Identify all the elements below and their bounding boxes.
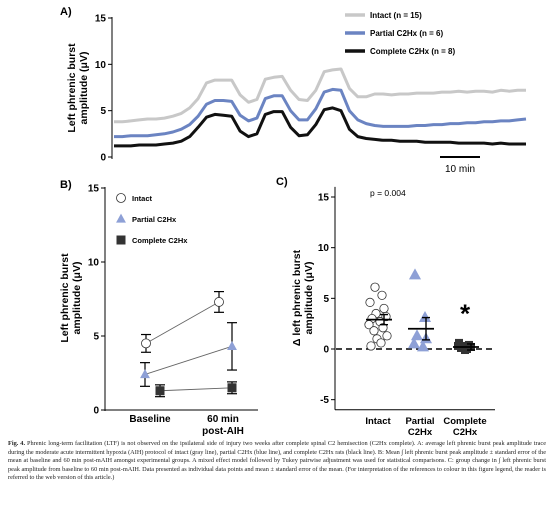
panel-b-x-tick-label: 60 min [207,414,239,425]
panel-a-y-label: Left phrenic burstamplitude (μV) [66,43,90,133]
panel-c-data-point [461,346,469,355]
panel-b-y-label-line: amplitude (μV) [71,262,83,335]
panel-b-legend-label: Intact [132,194,153,203]
panel-a-legend-label: Complete C2Hx (n = 8) [370,47,455,56]
panel-c: C) -5 0 5 10 15 Δ left phrenic burstamplitude … [276,176,495,438]
panel-a: A) 0 5 10 15 Left phrenic burstamplitude (μV)… [60,6,527,175]
panel-c-data-point [369,326,379,336]
panel-b-x-tick-label: Baseline [129,414,171,425]
panel-a-y-tick-label: 5 [100,106,106,117]
panel-c-data-point [408,268,422,280]
panel-c-label: C) [276,176,288,188]
panel-c-data-point [382,331,392,341]
panel-c-data-point [416,340,430,352]
panel-b-mean-point [140,369,150,379]
panel-c-data-point [379,303,389,314]
panel-b-label: B) [60,179,72,191]
panel-b-legend-label: Complete C2Hx [132,236,188,245]
panel-b-y-tick-label: 10 [88,258,100,269]
panel-a-y-tick-label: 15 [95,14,107,25]
panel-c-data-point [365,297,375,307]
panel-c-data-point [376,338,386,348]
figure-caption: Fig. 4. Phrenic long-term facilitation (… [8,440,546,483]
panel-c-y-tick-label: -5 [320,395,329,406]
panel-c-x-tick-label: C2Hx [453,427,478,438]
panel-c-y-tick-label: 0 [323,345,329,356]
panel-c-data-point [407,337,421,349]
panel-c-x-tick-label: C2Hx [408,427,433,438]
panel-b-y-tick-label: 0 [93,406,99,417]
panel-a-y-tick-label: 0 [100,153,106,164]
panel-c-y-tick-label: 15 [318,193,330,204]
caption-text: Phrenic long-term facilitation (LTF) is … [8,440,546,482]
panel-b-series-connector [144,345,233,375]
panel-b-y-tick-label: 15 [88,184,100,195]
panel-a-series-line [114,67,526,124]
panel-c-significance-marker: * [460,299,471,329]
panel-b-series-connector [145,301,220,344]
panel-b-legend-marker [116,193,126,203]
panel-c-y-label-line: amplitude (μV) [303,262,315,335]
panel-c-x-tick-label: Partial [405,416,434,427]
panel-a-series-line [114,106,526,148]
panel-b-mean-point [214,297,224,307]
panel-b-legend-marker [116,235,126,245]
panel-a-y-tick-label: 10 [95,60,107,71]
panel-b-mean-point [227,383,237,393]
panel-a-y-label-line: Left phrenic burst [66,43,78,133]
panel-b-mean-point [155,386,165,396]
panel-c-data-point [454,341,462,350]
panel-a-y-label-line: amplitude (μV) [78,52,90,125]
panel-c-data-point [378,323,388,333]
panel-c-y-tick-label: 5 [323,294,329,305]
panel-b-mean-point [227,340,237,350]
panel-c-y-tick-label: 10 [318,243,330,254]
panel-b-y-tick-label: 5 [93,332,99,343]
panel-b-legend-label: Partial C2Hx [132,215,177,224]
panel-c-x-tick-label: Intact [365,416,391,427]
panel-c-x-tick-label: Complete [443,416,486,427]
panel-a-legend-label: Partial C2Hx (n = 6) [370,29,443,38]
panel-c-data-point [410,329,424,341]
panel-a-label: A) [60,6,72,18]
panel-b-y-label: Left phrenic burstamplitude (μV) [59,253,83,343]
panel-c-data-point [377,290,387,300]
panel-c-data-point [418,310,432,322]
panel-b-y-label-line: Left phrenic burst [59,253,71,343]
panel-c-annotation: p = 0.004 [370,188,406,198]
panel-b-x-tick-label: post-AIH [202,426,244,437]
panel-c-y-label-line: Δ left phrenic burst [291,249,303,346]
panel-a-series-line [114,87,527,139]
panel-b-mean-point [141,338,151,349]
panel-b-legend-marker [116,213,126,223]
panel-a-legend-label: Intact (n = 15) [370,11,422,20]
caption-label: Fig. 4. [8,440,26,447]
panel-a-scale-bar-label: 10 min [445,164,475,175]
panel-c-data-point [370,282,380,292]
panel-c-data-point [366,341,376,351]
panel-b-series-connector [159,387,233,392]
panel-c-y-label: Δ left phrenic burstamplitude (μV) [291,249,315,346]
panel-b: B) 0 5 10 15 Left phrenic burstamplitude (μV)… [59,179,258,437]
